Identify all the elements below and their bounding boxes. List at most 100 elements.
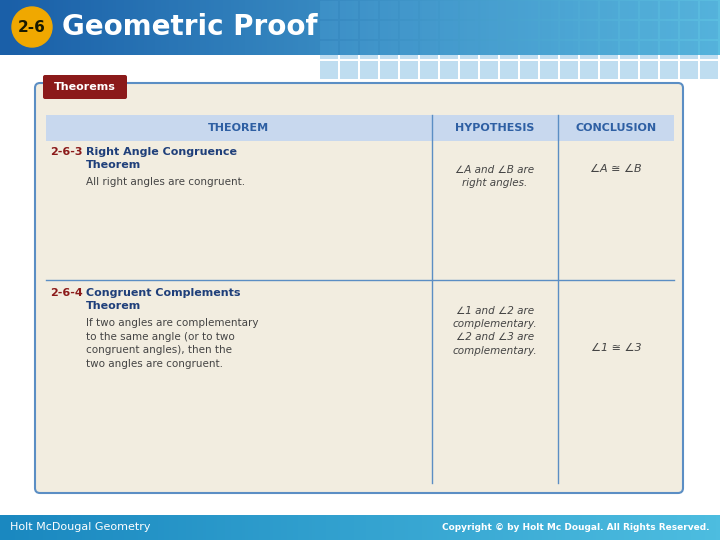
Text: 2-6: 2-6 <box>18 19 46 35</box>
Bar <box>340 21 358 39</box>
Bar <box>380 41 398 59</box>
Bar <box>660 21 678 39</box>
Bar <box>420 21 438 39</box>
Bar <box>480 1 498 19</box>
FancyBboxPatch shape <box>43 75 127 99</box>
Text: THEOREM: THEOREM <box>207 123 269 133</box>
Bar <box>360 21 378 39</box>
Bar <box>420 41 438 59</box>
Bar <box>640 21 658 39</box>
Bar <box>560 21 578 39</box>
Bar <box>640 41 658 59</box>
Bar <box>560 1 578 19</box>
Bar <box>660 1 678 19</box>
Bar <box>400 21 418 39</box>
Text: Copyright © by Holt Mc Dougal. All Rights Reserved.: Copyright © by Holt Mc Dougal. All Right… <box>443 523 710 532</box>
Bar <box>580 1 598 19</box>
Bar <box>380 61 398 79</box>
Bar <box>680 61 698 79</box>
Bar <box>460 21 478 39</box>
Text: Geometric Proof: Geometric Proof <box>62 13 318 41</box>
Bar <box>640 1 658 19</box>
Text: HYPOTHESIS: HYPOTHESIS <box>455 123 535 133</box>
Text: 2-6-4: 2-6-4 <box>50 288 83 298</box>
Bar <box>380 21 398 39</box>
Bar <box>360 41 378 59</box>
Bar <box>460 61 478 79</box>
Bar <box>700 1 718 19</box>
Bar <box>460 41 478 59</box>
Bar <box>640 61 658 79</box>
Text: 2-6-3: 2-6-3 <box>50 147 83 157</box>
Bar <box>360 1 378 19</box>
Bar <box>580 41 598 59</box>
Bar <box>520 1 538 19</box>
Bar <box>620 21 638 39</box>
Bar <box>460 1 478 19</box>
Text: All right angles are congruent.: All right angles are congruent. <box>86 177 245 187</box>
Bar <box>480 41 498 59</box>
Bar <box>520 61 538 79</box>
Text: ∠A and ∠B are
right angles.: ∠A and ∠B are right angles. <box>456 165 534 188</box>
Bar <box>600 21 618 39</box>
FancyBboxPatch shape <box>35 83 683 493</box>
Bar <box>46 115 674 141</box>
Bar <box>440 41 458 59</box>
Bar <box>0 55 720 515</box>
Bar <box>600 1 618 19</box>
Text: ∠1 and ∠2 are
complementary.
∠2 and ∠3 are
complementary.: ∠1 and ∠2 are complementary. ∠2 and ∠3 a… <box>453 306 537 356</box>
Bar <box>620 1 638 19</box>
Bar <box>540 21 558 39</box>
Bar <box>440 61 458 79</box>
Bar <box>700 41 718 59</box>
Bar <box>700 21 718 39</box>
Bar <box>540 61 558 79</box>
Bar <box>620 41 638 59</box>
Bar <box>340 61 358 79</box>
Bar <box>480 21 498 39</box>
Bar <box>520 41 538 59</box>
Bar <box>540 41 558 59</box>
Bar <box>440 21 458 39</box>
Text: ∠1 ≅ ∠3: ∠1 ≅ ∠3 <box>590 343 642 353</box>
Text: Congruent Complements
Theorem: Congruent Complements Theorem <box>86 288 240 311</box>
Bar <box>500 1 518 19</box>
Bar <box>420 1 438 19</box>
Circle shape <box>12 7 52 47</box>
Bar <box>320 21 338 39</box>
Bar <box>620 61 638 79</box>
Text: CONCLUSION: CONCLUSION <box>575 123 657 133</box>
Text: Right Angle Congruence
Theorem: Right Angle Congruence Theorem <box>86 147 237 170</box>
Bar <box>500 41 518 59</box>
Bar <box>700 61 718 79</box>
Bar <box>560 61 578 79</box>
Bar <box>580 21 598 39</box>
Bar <box>400 1 418 19</box>
Bar <box>680 1 698 19</box>
Bar <box>580 61 598 79</box>
Bar <box>320 61 338 79</box>
Bar <box>480 61 498 79</box>
Bar <box>440 1 458 19</box>
Bar <box>360 61 378 79</box>
Bar <box>600 61 618 79</box>
Bar <box>420 61 438 79</box>
Bar <box>400 41 418 59</box>
Bar <box>500 61 518 79</box>
Bar <box>500 21 518 39</box>
Bar <box>320 41 338 59</box>
Bar <box>400 61 418 79</box>
Bar <box>660 61 678 79</box>
Text: ∠A ≅ ∠B: ∠A ≅ ∠B <box>590 164 642 174</box>
Text: Theorems: Theorems <box>54 82 116 92</box>
Bar <box>560 41 578 59</box>
Bar <box>680 21 698 39</box>
Bar <box>340 41 358 59</box>
Text: Holt McDougal Geometry: Holt McDougal Geometry <box>10 523 150 532</box>
Bar <box>600 41 618 59</box>
Text: If two angles are complementary
to the same angle (or to two
congruent angles), : If two angles are complementary to the s… <box>86 318 258 369</box>
Bar <box>540 1 558 19</box>
Bar <box>340 1 358 19</box>
Bar <box>660 41 678 59</box>
Bar <box>520 21 538 39</box>
